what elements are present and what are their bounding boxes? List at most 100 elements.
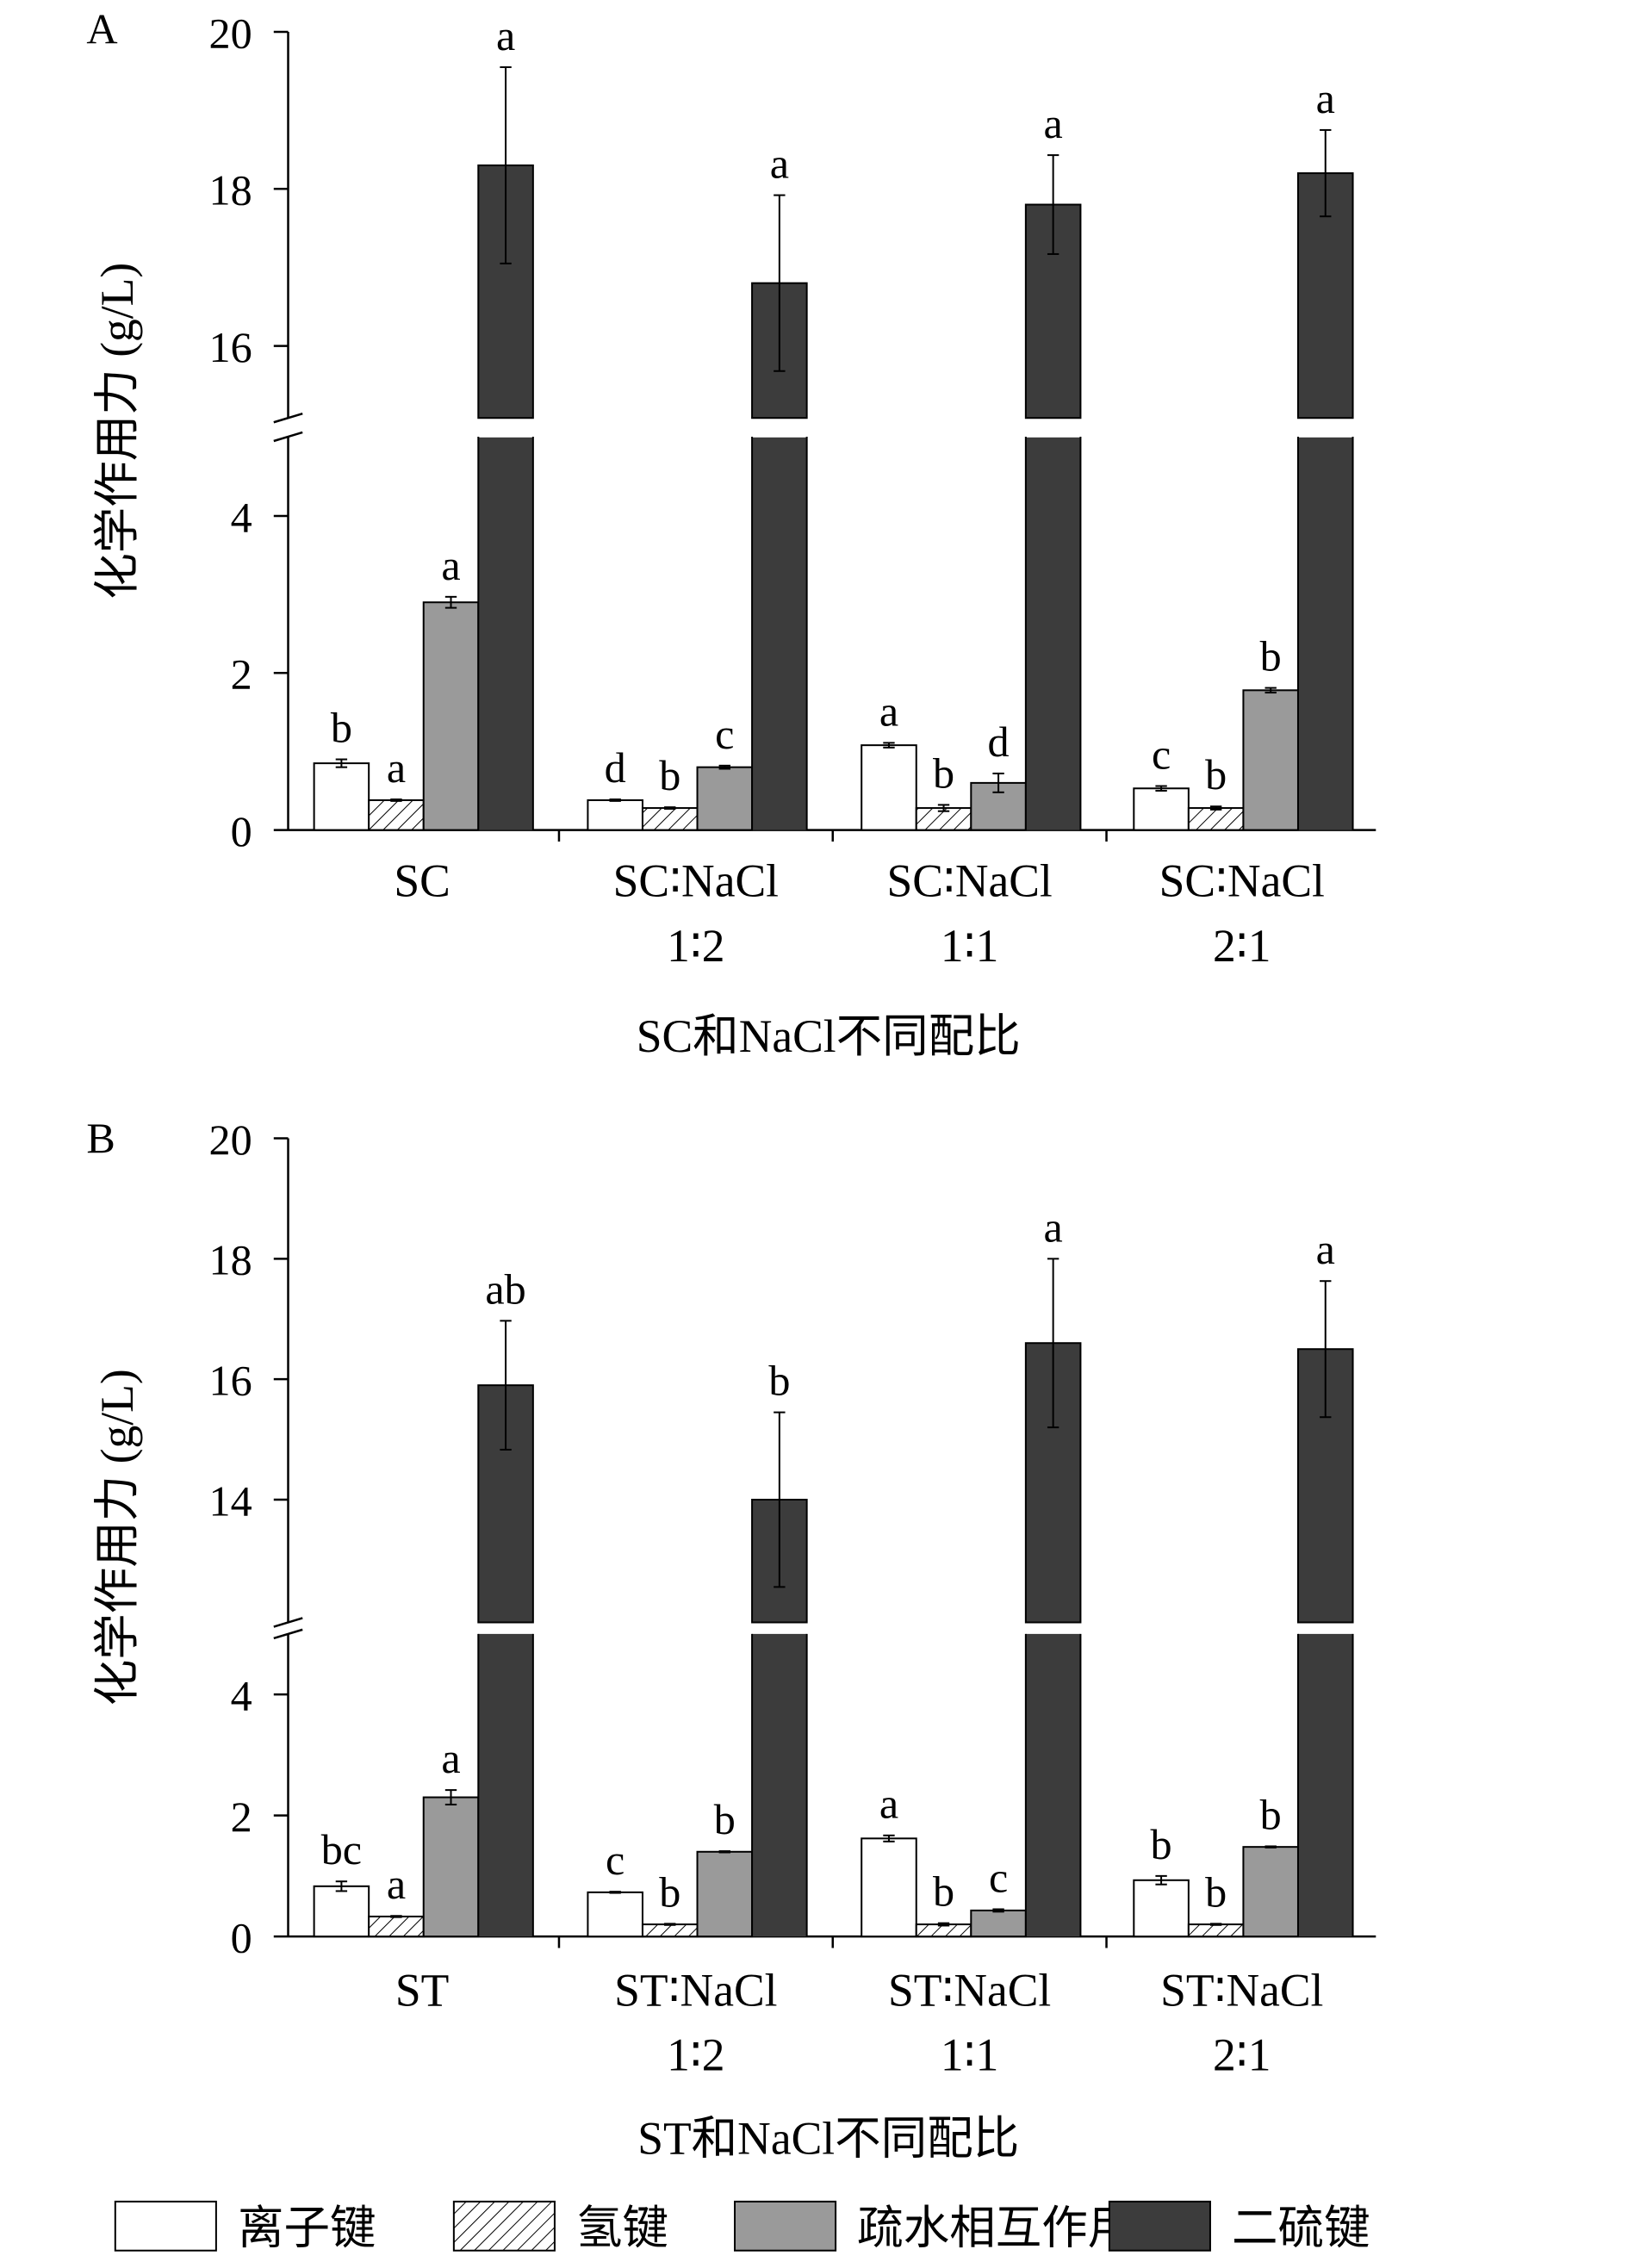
legend-label: 二硫键 — [1232, 2202, 1370, 2253]
significance-letter: a — [387, 743, 406, 792]
panel-label: B — [86, 1114, 115, 1162]
y-tick-label: 4 — [231, 493, 252, 541]
significance-letter: b — [1151, 1820, 1172, 1868]
x-tick-label: ST∶NaCl — [888, 1964, 1051, 2016]
significance-letter: b — [1205, 750, 1227, 798]
significance-letter: a — [1044, 1202, 1063, 1251]
significance-letter: a — [1316, 1225, 1335, 1273]
bar — [641, 807, 699, 831]
x-tick-label: ST — [395, 1964, 449, 2016]
significance-letter: b — [331, 703, 352, 751]
bar-lower — [478, 437, 533, 830]
x-tick-label: 2∶1 — [1213, 920, 1271, 972]
bar-lower — [1297, 437, 1353, 830]
x-tick-label: ST∶NaCl — [614, 1964, 777, 2016]
bar-lower — [1025, 437, 1081, 830]
significance-letter: c — [715, 710, 734, 758]
axis-break-mark — [273, 1617, 303, 1628]
x-tick-label: 1∶2 — [667, 920, 724, 972]
bar-lower — [1297, 1633, 1353, 1937]
significance-letter: bc — [321, 1825, 362, 1873]
legend-item: 二硫键 — [1108, 2200, 1370, 2253]
x-axis-label: SC和NaCl不同配比 — [637, 1010, 1021, 1062]
y-tick-label: 0 — [231, 1914, 252, 1962]
legend-label: 疏水相互作用 — [857, 2202, 1134, 2253]
legend: 离子键 氢键 疏水相互作用 二硫键 — [114, 2200, 1370, 2253]
bar — [368, 1915, 425, 1938]
legend-item: 氢键 — [452, 2200, 668, 2253]
bar — [1187, 807, 1245, 831]
y-tick-label: 0 — [231, 807, 252, 855]
significance-letter: ab — [485, 1264, 525, 1313]
axis-break-mark — [273, 431, 303, 443]
bar — [1133, 1879, 1190, 1938]
legend-swatch — [452, 2200, 556, 2252]
significance-letter: b — [1260, 1790, 1282, 1838]
bar — [1242, 689, 1299, 831]
significance-letter: b — [714, 1795, 736, 1843]
x-tick-label: 2∶1 — [1213, 2029, 1271, 2081]
y-tick-label: 16 — [209, 323, 252, 371]
bar — [313, 1885, 370, 1938]
axis-break-mark — [273, 413, 303, 424]
y-axis-label: 化学作用力 (g/L) — [91, 263, 143, 600]
significance-letter: b — [933, 749, 954, 797]
significance-letter: b — [768, 1357, 790, 1405]
bar — [861, 1837, 917, 1938]
legend-item: 疏水相互作用 — [734, 2200, 1134, 2253]
significance-letter: a — [441, 541, 460, 589]
bar — [422, 1796, 480, 1938]
significance-letter: b — [659, 1867, 680, 1916]
significance-letter: d — [605, 743, 626, 792]
significance-letter: b — [659, 751, 680, 799]
bar — [861, 744, 917, 831]
significance-letter: c — [606, 1836, 624, 1884]
significance-letter: a — [770, 140, 789, 188]
significance-letter: a — [879, 1780, 898, 1828]
bar — [1133, 787, 1190, 831]
x-tick-label: SC — [394, 855, 450, 907]
x-tick-label: 1∶1 — [941, 2029, 998, 2081]
legend-swatch — [114, 2200, 217, 2252]
bar-lower — [752, 1633, 807, 1937]
panel-label: A — [86, 4, 117, 53]
y-tick-label: 18 — [209, 1236, 252, 1284]
significance-letter: a — [1044, 99, 1063, 147]
y-tick-label: 18 — [209, 166, 252, 214]
legend-label: 离子键 — [238, 2202, 376, 2253]
legend-swatch — [1108, 2200, 1211, 2252]
axis-break-mark — [273, 1628, 303, 1640]
significance-letter: a — [387, 1860, 406, 1908]
legend-swatch — [734, 2200, 837, 2252]
legend-item: 离子键 — [114, 2200, 376, 2253]
significance-letter: b — [1205, 1867, 1227, 1916]
bar — [641, 1923, 699, 1938]
x-tick-label: 1∶1 — [941, 920, 998, 972]
y-tick-label: 20 — [209, 9, 252, 57]
bar — [1187, 1923, 1245, 1938]
significance-letter: b — [933, 1867, 954, 1916]
bar — [368, 798, 425, 831]
significance-letter: c — [989, 1853, 1008, 1901]
bar — [696, 766, 754, 831]
y-tick-label: 14 — [209, 1476, 252, 1525]
significance-letter: d — [988, 718, 1010, 766]
y-tick-label: 2 — [231, 650, 252, 699]
legend-label: 氢键 — [576, 2202, 668, 2253]
y-tick-label: 2 — [231, 1793, 252, 1841]
y-tick-label: 16 — [209, 1357, 252, 1405]
bar — [587, 1891, 643, 1938]
x-tick-label: 1∶2 — [667, 2029, 724, 2081]
significance-letter: b — [1260, 632, 1282, 680]
bar — [696, 1850, 754, 1938]
bar — [313, 762, 370, 831]
significance-letter: a — [1316, 74, 1335, 122]
x-tick-label: SC∶NaCl — [1159, 855, 1325, 907]
significance-letter: a — [441, 1734, 460, 1782]
bar — [1242, 1846, 1299, 1938]
bar-lower — [1025, 1633, 1081, 1937]
x-tick-label: SC∶NaCl — [886, 855, 1052, 907]
y-tick-label: 4 — [231, 1672, 252, 1720]
